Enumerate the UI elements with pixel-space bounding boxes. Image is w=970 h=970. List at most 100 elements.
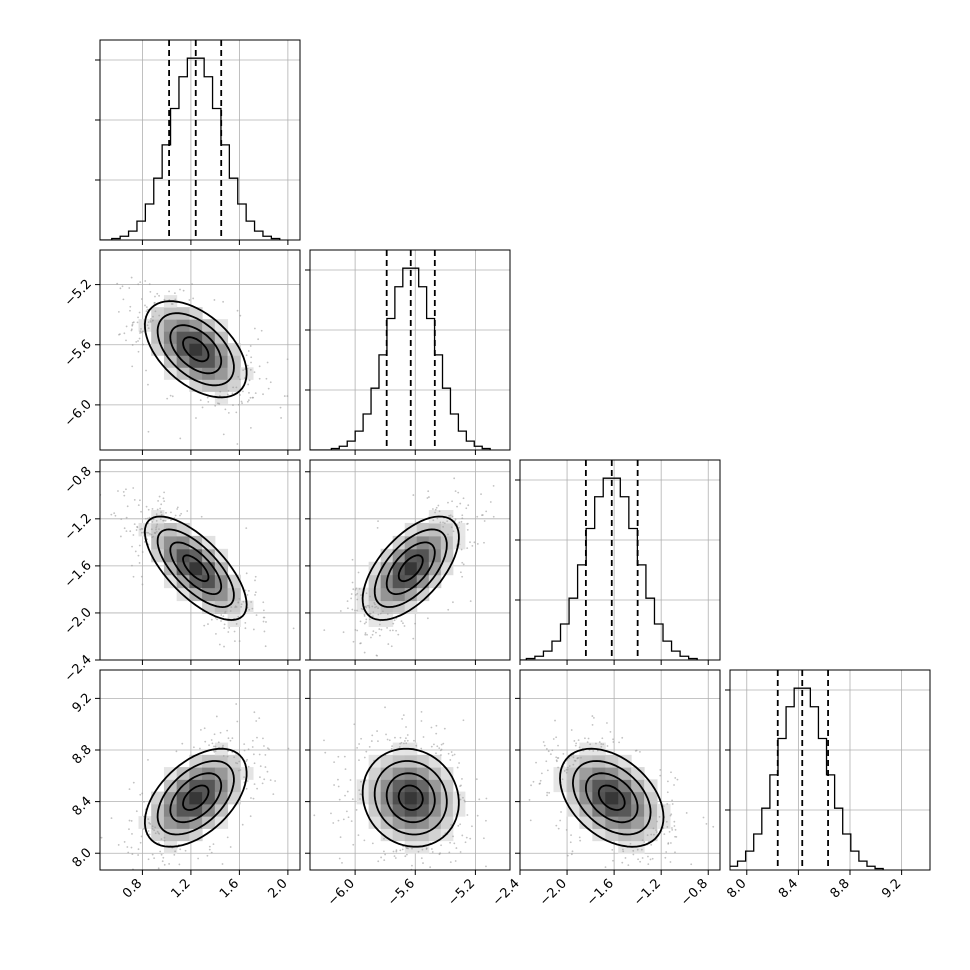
scatter-point — [162, 497, 165, 500]
scatter-point — [145, 531, 148, 534]
scatter-point — [459, 502, 462, 505]
scatter-point — [386, 613, 389, 615]
scatter-point — [458, 526, 460, 529]
scatter-point — [383, 837, 385, 840]
scatter-point — [240, 605, 243, 608]
scatter-point — [385, 733, 387, 736]
density-cell — [202, 779, 216, 793]
scatter-point — [466, 522, 469, 525]
scatter-point — [163, 491, 166, 494]
scatter-point — [221, 863, 224, 865]
scatter-point — [535, 761, 537, 764]
scatter-point — [333, 761, 336, 764]
scatter-point — [349, 779, 352, 781]
scatter-point — [208, 845, 211, 848]
density-cell — [163, 816, 178, 829]
scatter-point — [476, 543, 479, 545]
density-cell — [428, 535, 442, 550]
density-cell — [618, 767, 632, 780]
scatter-point — [595, 742, 597, 745]
x-tick-label: −5.6 — [385, 876, 418, 909]
scatter-point — [360, 780, 362, 783]
histogram-panel-2 — [515, 459, 721, 665]
scatter-point — [207, 400, 210, 403]
scatter-point — [125, 339, 127, 342]
scatter-point — [589, 743, 592, 746]
scatter-point — [136, 321, 139, 324]
scatter-point — [122, 298, 125, 301]
scatter-point — [671, 829, 674, 831]
scatter-point — [119, 287, 122, 290]
scatter-point — [246, 400, 249, 403]
density-cell — [214, 367, 229, 380]
scatter-point — [251, 739, 254, 742]
scatter-point — [578, 836, 581, 839]
scatter-point — [156, 523, 159, 526]
scatter-point — [258, 377, 261, 380]
scatter-point — [147, 531, 150, 534]
scatter-point — [621, 736, 624, 739]
scatter-point — [359, 798, 361, 800]
scatter-point — [450, 751, 453, 753]
scatter-point — [145, 369, 147, 372]
density-cell — [214, 574, 229, 589]
density-cell — [392, 779, 406, 793]
scatter-point — [440, 748, 443, 751]
scatter-point — [670, 771, 672, 774]
scatter-point — [230, 606, 233, 609]
panel-frame — [519, 669, 721, 871]
scatter-point — [545, 760, 548, 763]
scatter-point — [248, 379, 251, 382]
scatter-point — [173, 853, 176, 856]
scatter-point — [140, 331, 143, 334]
density-cell — [631, 779, 645, 793]
scatter-point — [200, 515, 203, 518]
scatter-point — [163, 839, 166, 842]
scatter-point — [151, 828, 154, 830]
scatter-point — [337, 819, 340, 822]
scatter-point — [662, 805, 665, 807]
scatter-point — [346, 600, 349, 603]
scatter-point — [159, 507, 162, 510]
scatter-point — [459, 571, 462, 574]
density-cell — [227, 767, 241, 780]
scatter-point — [602, 743, 605, 746]
y-tick-label: −0.8 — [62, 464, 95, 497]
scatter-point — [140, 510, 142, 513]
scatter-point — [242, 600, 245, 603]
scatter-point — [437, 504, 440, 507]
scatter-point — [668, 830, 671, 833]
scatter-point — [434, 508, 437, 511]
scatter-point — [253, 783, 256, 786]
scatter-point — [97, 544, 99, 546]
scatter-point — [380, 856, 383, 859]
scatter-point — [627, 864, 630, 867]
contour-line — [182, 554, 210, 583]
scatter-point — [466, 547, 469, 550]
scatter-point — [568, 765, 571, 767]
scatter-point — [346, 790, 349, 793]
scatter-point — [454, 519, 456, 522]
scatter-point — [375, 631, 377, 634]
scatter-panel-1-2 — [305, 459, 511, 665]
scatter-point — [366, 604, 369, 607]
scatter-point — [572, 756, 575, 759]
scatter-point — [643, 841, 646, 843]
scatter-point — [237, 615, 240, 618]
scatter-point — [129, 530, 132, 533]
scatter-point — [204, 740, 207, 743]
scatter-point — [134, 550, 137, 553]
contour-line — [373, 760, 448, 836]
scatter-point — [461, 834, 464, 837]
scatter-point — [476, 814, 479, 817]
y-tick-label: −6.0 — [62, 397, 95, 430]
x-tick-label: −5.2 — [445, 876, 478, 909]
scatter-point — [142, 343, 144, 346]
scatter-point — [566, 854, 569, 857]
scatter-point — [337, 785, 340, 788]
scatter-point — [159, 850, 162, 853]
scatter-point — [629, 881, 631, 883]
scatter-point — [141, 528, 144, 530]
scatter-point — [140, 575, 143, 578]
scatter-point — [389, 629, 392, 632]
